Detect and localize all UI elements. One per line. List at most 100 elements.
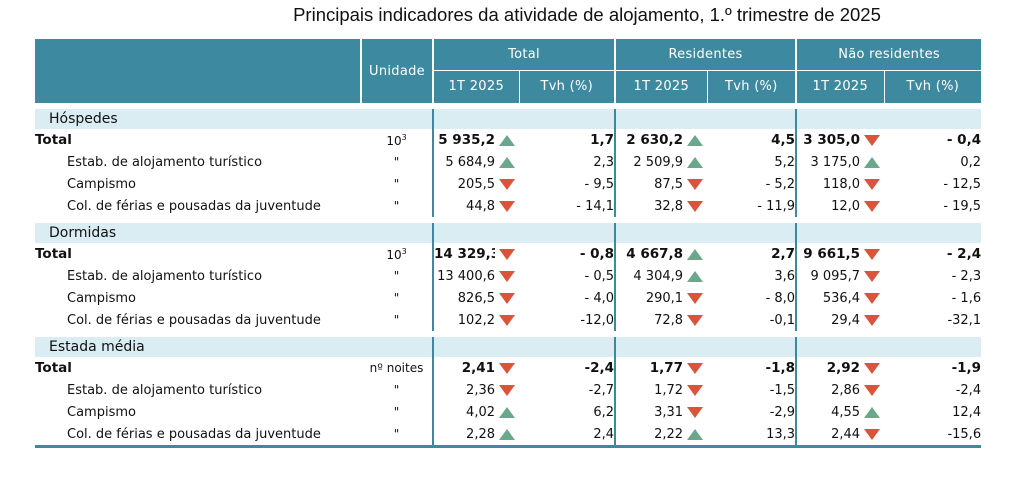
header-corner xyxy=(35,39,361,103)
change-cell: -0,1 xyxy=(769,312,796,328)
value-cell: 2,44 xyxy=(795,423,861,445)
trend-cell xyxy=(495,357,519,379)
table-row: Total 103 14 329,3- 0,8 4 667,8 2,7 9 661,5- … xyxy=(35,243,981,265)
triangle-down-icon xyxy=(499,178,515,190)
value-cell: 290,1 xyxy=(614,287,684,309)
triangle-down-icon xyxy=(864,134,881,146)
unit-exponent: 3 xyxy=(401,246,407,256)
change-cell: - 11,9 xyxy=(757,198,796,214)
triangle-down-icon xyxy=(687,292,704,304)
change-cell: 12,4 xyxy=(952,404,982,420)
section-header-row: Hóspedes xyxy=(35,109,982,129)
header-group-residentes: Residentes xyxy=(614,39,797,71)
change-cell: -1,9 xyxy=(951,360,982,376)
section-fill xyxy=(614,109,797,129)
row-unit: " xyxy=(393,199,400,213)
triangle-up-icon xyxy=(499,428,515,440)
change-cell: -2,4 xyxy=(584,360,615,376)
change-cell: - 5,2 xyxy=(765,176,796,192)
value-cell: 72,8 xyxy=(614,309,684,331)
value-cell: 5 935,2 xyxy=(432,129,495,151)
header-sub-tvh: Tvh (%) xyxy=(518,70,616,103)
triangle-down-icon xyxy=(499,248,515,260)
change-cell: - 0,5 xyxy=(584,268,615,284)
change-cell: 6,2 xyxy=(593,404,615,420)
value-cell: 9 661,5 xyxy=(795,243,861,265)
value-cell: 3 305,0 xyxy=(795,129,861,151)
trend-cell xyxy=(860,195,884,217)
gap-cell xyxy=(35,217,982,223)
header-sub-period: 1T 2025 xyxy=(795,70,885,103)
table-row: Estab. de alojamento turístico " 13 400,6 -… xyxy=(35,265,981,287)
bottom-border-cell xyxy=(35,445,982,448)
trend-cell xyxy=(495,423,519,445)
value-cell: 2 509,9 xyxy=(614,151,684,173)
row-unit: " xyxy=(393,291,400,305)
change-cell: 1,7 xyxy=(590,132,615,148)
section-fill xyxy=(431,109,616,129)
row-unit: 103 xyxy=(361,243,433,265)
section-title: Estada média xyxy=(35,337,433,357)
trend-cell xyxy=(683,151,707,173)
trend-cell xyxy=(683,357,707,379)
table-row: Campismo " 205,5 - 9,5 87,5 - 5,2 118,0 - 12,5 xyxy=(35,173,981,195)
change-cell: - 4,0 xyxy=(584,290,615,306)
triangle-up-icon xyxy=(864,156,881,168)
value-cell: 4,55 xyxy=(795,401,861,423)
trend-cell xyxy=(683,195,707,217)
row-label: Total xyxy=(35,246,72,262)
table-body: Hóspedes Total 103 5 935,2 1,7 2 630,2 4,5 3 30… xyxy=(35,103,982,448)
section-fill xyxy=(795,109,982,129)
triangle-up-icon xyxy=(499,156,515,168)
triangle-down-icon xyxy=(499,270,515,282)
section-header-row: Estada média xyxy=(35,337,982,357)
change-cell: 2,7 xyxy=(771,246,796,262)
row-unit: " xyxy=(393,177,400,191)
trend-cell xyxy=(495,265,519,287)
triangle-up-icon xyxy=(687,134,704,146)
section-gap xyxy=(35,331,982,337)
header-sub-tvh: Tvh (%) xyxy=(706,70,797,103)
row-label: Total xyxy=(35,360,72,376)
section-fill xyxy=(614,337,797,357)
trend-cell xyxy=(860,173,884,195)
row-unit: " xyxy=(393,269,400,283)
change-cell: - 12,5 xyxy=(943,176,982,192)
table-row: Total 103 5 935,2 1,7 2 630,2 4,5 3 305,0- 0,4 xyxy=(35,129,981,151)
change-cell: 2,4 xyxy=(593,426,615,442)
trend-cell xyxy=(495,243,519,265)
triangle-down-icon xyxy=(499,292,515,304)
row-unit: 103 xyxy=(361,129,433,151)
row-label: Estab. de alojamento turístico xyxy=(67,382,263,398)
value-cell: 118,0 xyxy=(795,173,861,195)
value-cell: 12,0 xyxy=(795,195,861,217)
trend-cell xyxy=(495,129,519,151)
trend-cell xyxy=(860,129,884,151)
trend-cell xyxy=(860,357,884,379)
value-cell: 3,31 xyxy=(614,401,684,423)
change-cell: -12,0 xyxy=(580,312,615,328)
triangle-down-icon xyxy=(687,200,704,212)
change-cell: - 19,5 xyxy=(943,198,982,214)
row-label: Campismo xyxy=(67,290,136,306)
row-unit: nº noites xyxy=(369,361,424,375)
change-cell: - 9,5 xyxy=(584,176,615,192)
value-cell: 4 304,9 xyxy=(614,265,684,287)
change-cell: -1,5 xyxy=(769,382,796,398)
change-cell: 13,3 xyxy=(766,426,796,442)
row-unit: " xyxy=(393,155,400,169)
value-cell: 32,8 xyxy=(614,195,684,217)
header-unit: Unidade xyxy=(360,39,433,103)
header-sub-period: 1T 2025 xyxy=(614,70,708,103)
trend-cell xyxy=(860,265,884,287)
trend-cell xyxy=(495,173,519,195)
trend-cell xyxy=(495,287,519,309)
value-cell: 4,02 xyxy=(432,401,495,423)
value-cell: 2,28 xyxy=(432,423,495,445)
triangle-down-icon xyxy=(864,248,881,260)
section-fill xyxy=(431,337,616,357)
triangle-up-icon xyxy=(687,248,704,260)
table-bottom-border xyxy=(35,445,982,448)
value-cell: 9 095,7 xyxy=(795,265,861,287)
change-cell: -32,1 xyxy=(947,312,982,328)
